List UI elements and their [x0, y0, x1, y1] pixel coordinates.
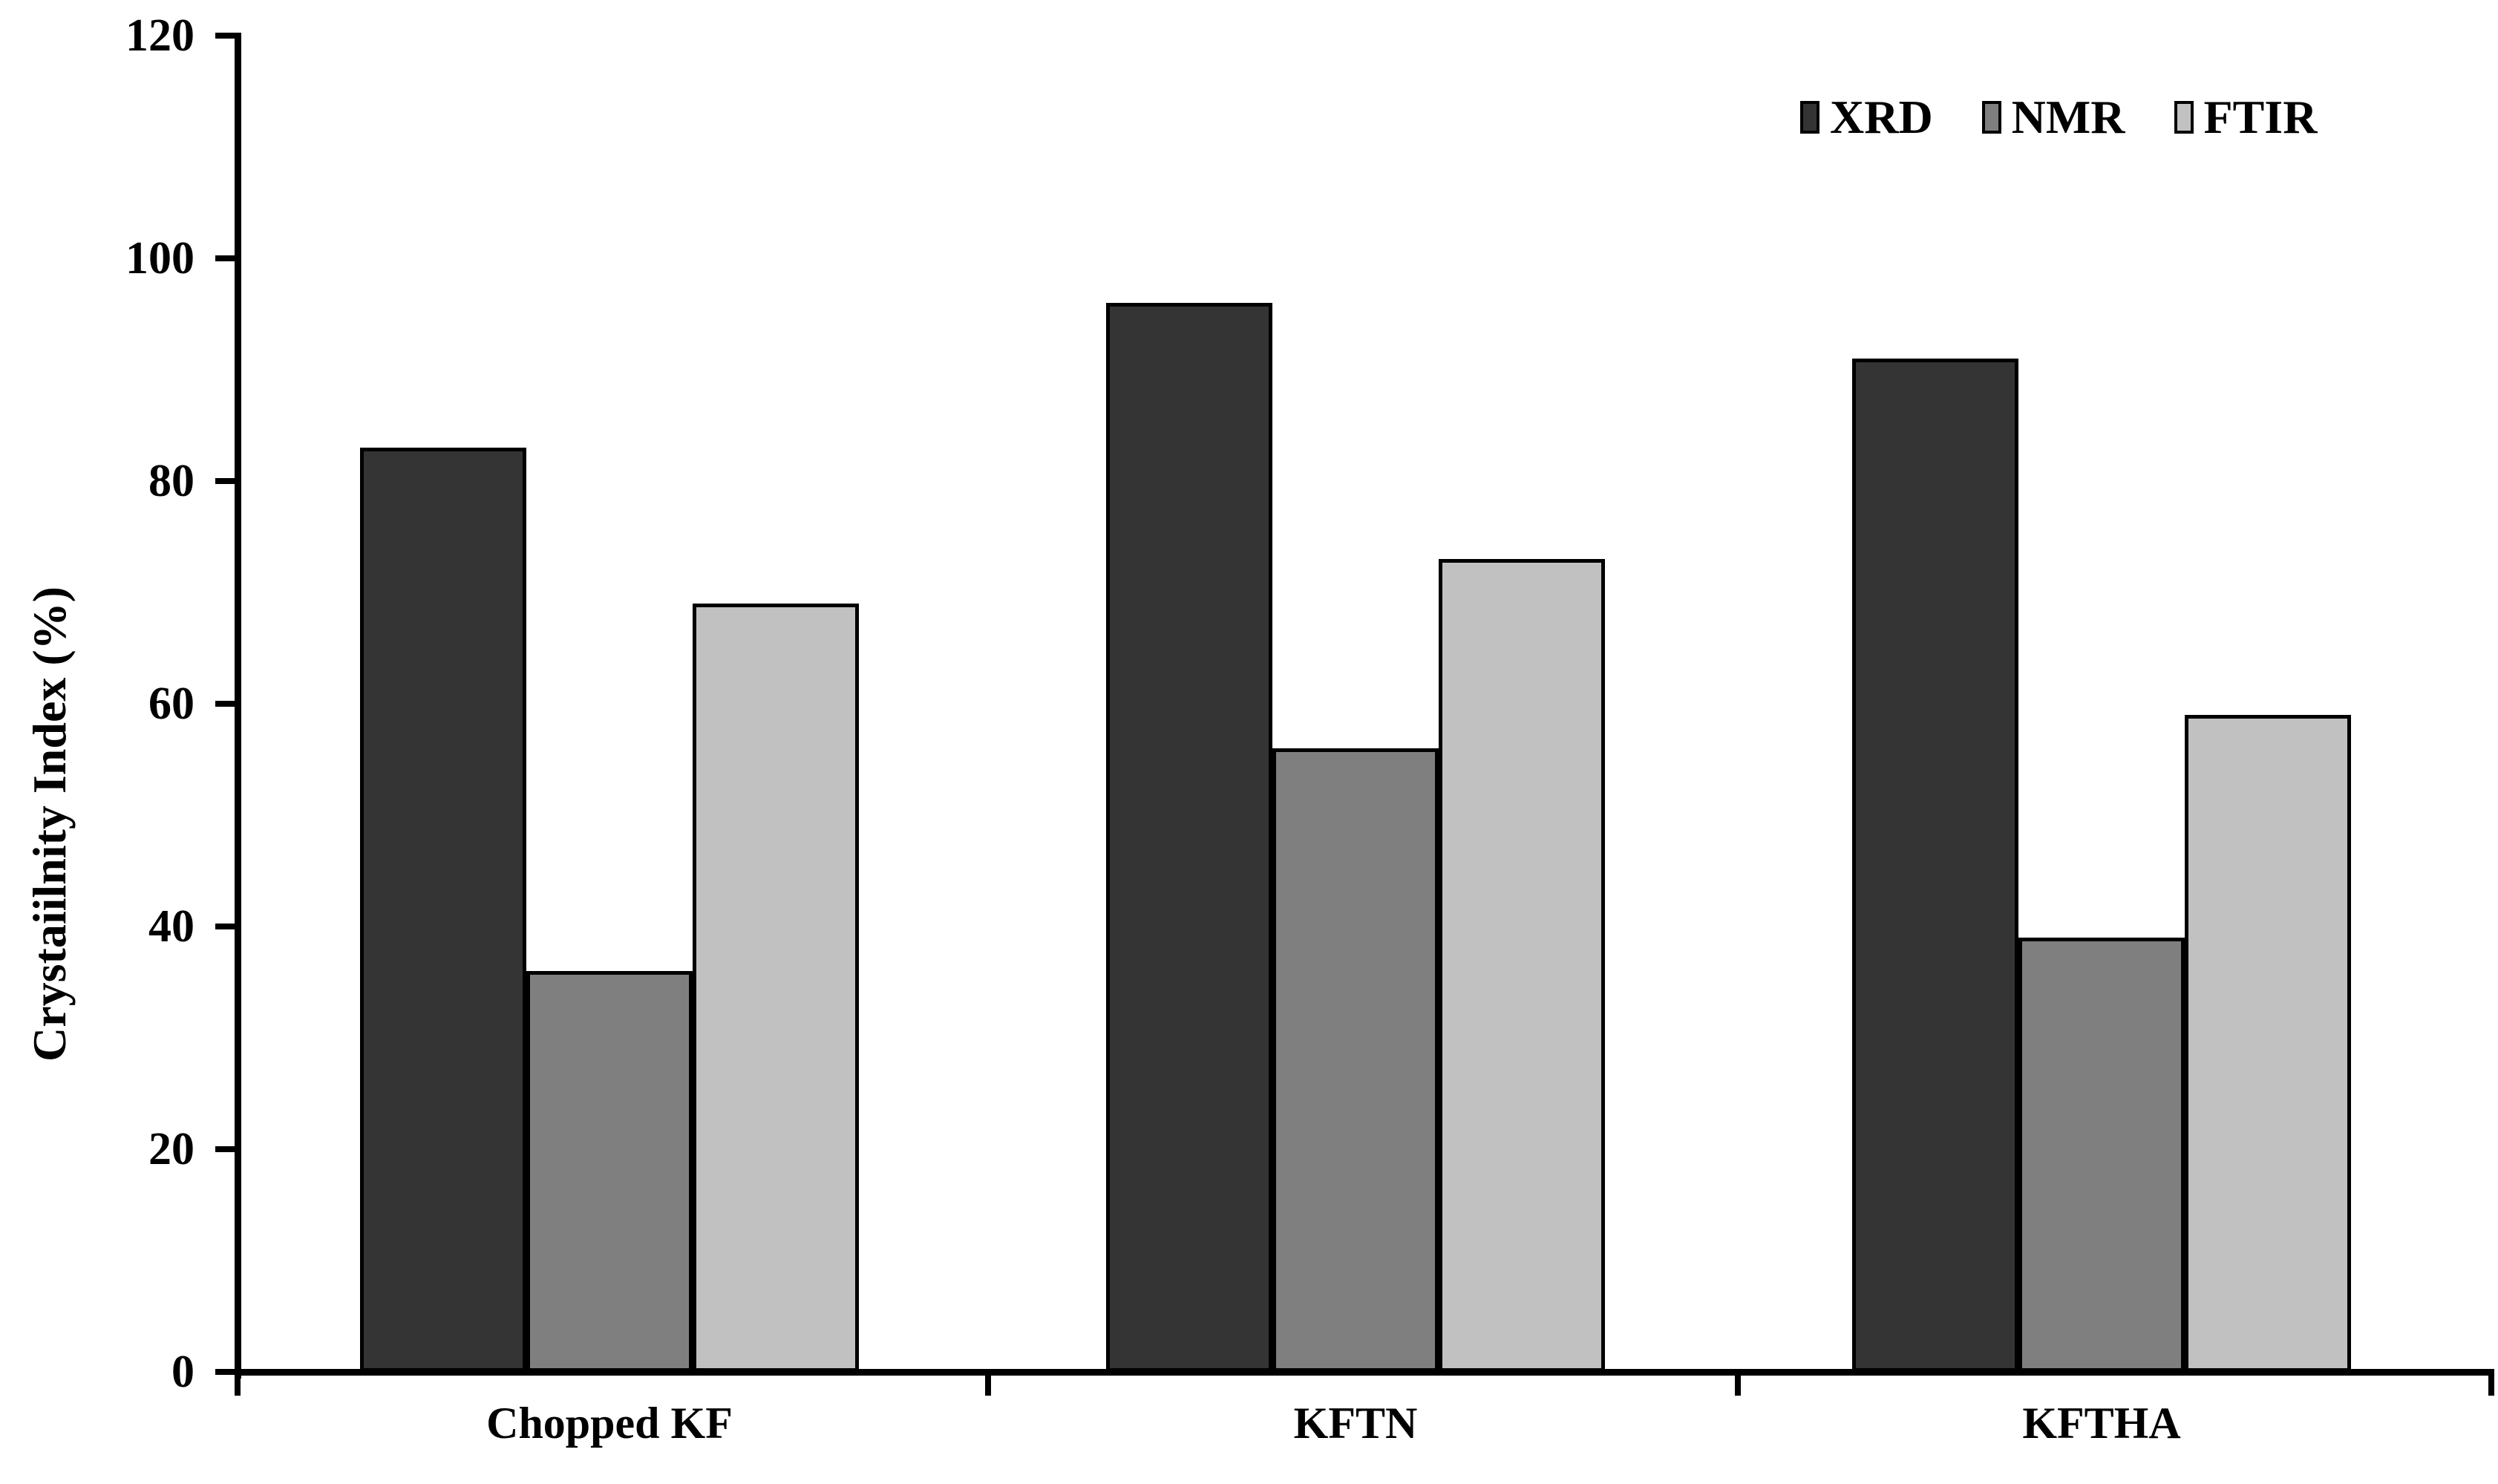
x-axis-tick [2488, 1373, 2494, 1396]
y-axis-tick [215, 924, 235, 929]
legend-swatch-ftir [2174, 101, 2194, 134]
legend-swatch-nmr [1981, 101, 2001, 134]
bar-ftir-kftn [1439, 559, 1605, 1372]
legend: XRD NMR FTIR [1800, 91, 2317, 144]
bar-nmr-kftha [2018, 938, 2185, 1372]
legend-label-nmr: NMR [2011, 91, 2125, 143]
legend-swatch-xrd [1800, 101, 1819, 134]
y-tick-label: 100 [125, 233, 194, 284]
x-axis-tick [235, 1373, 241, 1396]
y-axis-line [235, 33, 241, 1379]
y-axis-tick [215, 33, 235, 39]
legend-entry-nmr: NMR [1981, 91, 2125, 144]
x-axis-tick [1735, 1373, 1741, 1396]
bar-nmr-chopped-kf [526, 971, 693, 1372]
legend-label-xrd: XRD [1830, 91, 1933, 143]
bar-xrd-kftn [1106, 303, 1272, 1372]
x-category-label: Chopped KF [486, 1399, 733, 1448]
y-tick-label: 40 [148, 901, 194, 952]
y-tick-label: 60 [148, 679, 194, 729]
y-tick-label: 80 [148, 456, 194, 506]
y-axis-tick [215, 1146, 235, 1152]
y-axis-tick [215, 701, 235, 707]
y-axis-tick [215, 255, 235, 261]
bar-ftir-chopped-kf [693, 604, 859, 1372]
x-axis-tick [985, 1373, 991, 1396]
bar-xrd-kftha [1852, 359, 2018, 1372]
bar-ftir-kftha [2185, 715, 2351, 1372]
bar-nmr-kftn [1272, 748, 1439, 1372]
y-axis-tick [215, 478, 235, 484]
y-axis-tick [215, 1369, 235, 1375]
legend-entry-xrd: XRD [1800, 91, 1933, 144]
x-category-label: KFTHA [2022, 1399, 2181, 1448]
legend-label-ftir: FTIR [2203, 91, 2318, 143]
y-axis-title: Crystaiilnity Index (%) [23, 586, 76, 1062]
y-tick-label: 0 [171, 1347, 194, 1397]
x-category-label: KFTN [1293, 1399, 1418, 1448]
y-tick-label: 20 [148, 1124, 194, 1174]
x-axis-line [235, 1369, 2494, 1376]
y-tick-label: 120 [125, 10, 194, 61]
bar-xrd-chopped-kf [360, 448, 526, 1372]
legend-entry-ftir: FTIR [2174, 91, 2318, 144]
